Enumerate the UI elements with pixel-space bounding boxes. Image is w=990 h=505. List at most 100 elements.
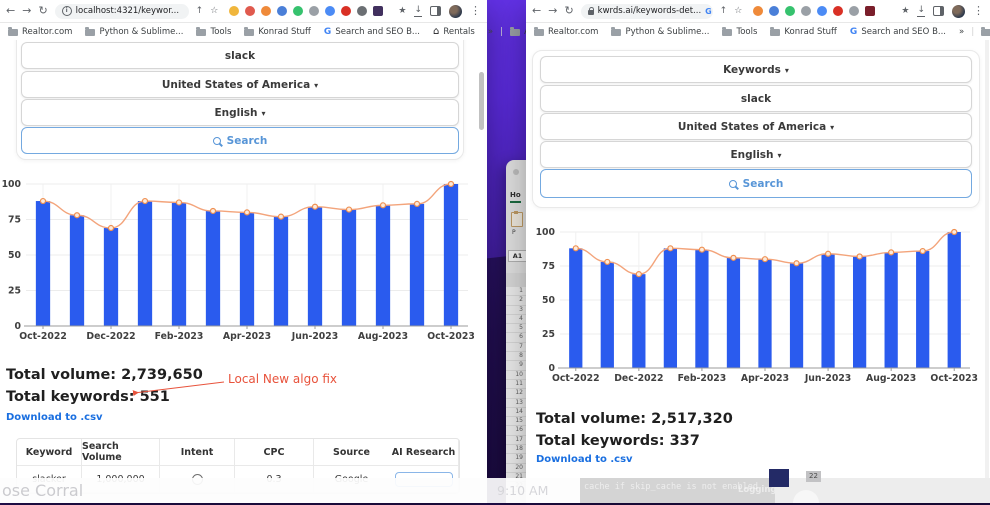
chart-marker[interactable] <box>856 253 863 260</box>
chart-marker[interactable] <box>635 271 642 278</box>
profile-avatar[interactable] <box>952 4 965 18</box>
excel-row-number[interactable]: 9 <box>506 361 530 371</box>
chart-marker[interactable] <box>698 246 706 253</box>
chart-marker[interactable] <box>604 258 611 266</box>
extension-icon[interactable] <box>293 6 304 16</box>
chart-bar[interactable] <box>884 252 898 368</box>
chart-bar[interactable] <box>569 248 583 368</box>
excel-row-number[interactable]: 5 <box>506 324 530 334</box>
keyword-input[interactable]: slack <box>21 42 459 69</box>
chart-bar[interactable] <box>239 212 255 326</box>
bookmark-item[interactable]: G ⌂ Search and SEO B... <box>850 27 946 37</box>
keywords-type-select[interactable]: Keywords ▾ <box>540 56 972 83</box>
chart-bar[interactable] <box>852 256 867 368</box>
back-icon[interactable]: ← <box>532 4 542 17</box>
address-bar[interactable]: localhost:4321/keywor... <box>54 3 189 19</box>
bookmark-item[interactable]: G ⌂ Realtor.com <box>8 26 72 37</box>
extension-icon[interactable] <box>753 6 764 16</box>
profile-avatar[interactable] <box>449 4 462 18</box>
extension-icon[interactable] <box>785 6 796 16</box>
excel-row-number[interactable]: 15 <box>506 417 530 427</box>
chart-marker[interactable] <box>761 256 769 263</box>
chart-marker[interactable] <box>447 180 455 188</box>
bookmark-star-icon[interactable]: ☆ <box>210 6 219 16</box>
extension-icon[interactable] <box>801 6 812 16</box>
chart-bar[interactable] <box>273 216 289 326</box>
excel-row-number[interactable]: 4 <box>506 315 530 325</box>
chart-bar[interactable] <box>409 203 425 326</box>
reload-icon[interactable]: ↻ <box>38 4 48 17</box>
excel-row-number[interactable]: 1 <box>506 287 530 297</box>
excel-row-number[interactable]: 3 <box>506 306 530 315</box>
extension-icon[interactable] <box>817 6 828 16</box>
extensions-pin-icon[interactable]: ★ <box>398 6 407 16</box>
excel-row-number[interactable]: 2 <box>506 296 530 306</box>
table-header-cell[interactable]: CPC <box>235 439 314 466</box>
chart-marker[interactable] <box>175 199 183 206</box>
chart-bar[interactable] <box>821 253 835 368</box>
bookmarks-overflow-chevron[interactable]: » <box>959 27 965 37</box>
chart-marker[interactable] <box>730 254 737 261</box>
forward-icon[interactable]: → <box>22 4 32 17</box>
chart-bar[interactable] <box>205 210 221 326</box>
excel-row-number[interactable]: 19 <box>506 454 530 464</box>
chart-marker[interactable] <box>572 245 579 252</box>
chart-bar[interactable] <box>307 206 323 326</box>
bookmark-item[interactable]: G ⌂ Python & Sublime... <box>611 26 709 37</box>
chart-bar[interactable] <box>789 263 804 368</box>
extension-icon[interactable] <box>833 6 844 16</box>
chart-bar[interactable] <box>443 184 459 326</box>
excel-row-number[interactable]: 16 <box>506 426 530 436</box>
chart-bar[interactable] <box>69 215 85 326</box>
back-icon[interactable]: ← <box>6 4 16 17</box>
extension-icon[interactable] <box>769 6 780 16</box>
chart-marker[interactable] <box>793 260 800 267</box>
side-panel-icon[interactable] <box>430 6 441 16</box>
side-panel-icon[interactable] <box>933 6 944 16</box>
chart-bar[interactable] <box>916 251 930 368</box>
chart-bar[interactable] <box>35 201 51 326</box>
chart-bar[interactable] <box>375 205 391 326</box>
share-icon[interactable]: ↑ <box>195 6 204 16</box>
extension-icon[interactable] <box>865 6 876 16</box>
chart-marker[interactable] <box>888 249 895 256</box>
excel-paste-clipboard-icon[interactable] <box>511 211 523 227</box>
chart-marker[interactable] <box>379 202 387 209</box>
keyword-input[interactable]: slack <box>540 85 972 112</box>
chart-marker[interactable] <box>413 200 421 207</box>
table-header-cell[interactable]: Intent <box>160 439 235 466</box>
chart-marker[interactable] <box>39 197 47 205</box>
download-csv-link[interactable]: Download to .csv <box>536 454 633 465</box>
chart-bar[interactable] <box>632 274 646 368</box>
excel-home-tab[interactable]: Ho <box>510 191 521 203</box>
extension-icon[interactable] <box>341 6 352 16</box>
chart-marker[interactable] <box>824 250 832 257</box>
extension-icon[interactable] <box>229 6 240 16</box>
lock-icon[interactable] <box>587 6 594 15</box>
share-icon[interactable]: ↑ <box>719 6 728 16</box>
excel-row-number[interactable]: 12 <box>506 389 530 399</box>
excel-traffic-light[interactable] <box>513 169 519 175</box>
chart-marker[interactable] <box>951 228 958 236</box>
forward-icon[interactable]: → <box>548 4 558 17</box>
excel-row-number[interactable]: 6 <box>506 333 530 343</box>
downloads-icon[interactable]: ↓ <box>917 4 925 17</box>
chart-bar[interactable] <box>663 248 678 368</box>
address-bar[interactable]: kwrds.ai/keywords-det... G <box>580 3 713 19</box>
chart-bar[interactable] <box>726 257 741 368</box>
reload-icon[interactable]: ↻ <box>564 4 574 17</box>
site-info-icon[interactable] <box>61 6 72 16</box>
download-csv-link[interactable]: Download to .csv <box>6 412 103 423</box>
country-select[interactable]: United States of America ▾ <box>540 113 972 140</box>
bookmark-item[interactable]: G ⌂ Realtor.com <box>534 26 598 37</box>
excel-row-number[interactable]: 13 <box>506 399 530 408</box>
chart-bar[interactable] <box>103 228 119 326</box>
chart-marker[interactable] <box>243 209 251 216</box>
chart-marker[interactable] <box>311 203 319 210</box>
excel-row-number[interactable]: 7 <box>506 343 530 353</box>
table-header-cell[interactable]: Source <box>314 439 389 466</box>
chart-marker[interactable] <box>209 207 217 215</box>
table-header-cell[interactable]: AI Research <box>389 439 459 466</box>
chart-bar[interactable] <box>137 201 153 326</box>
excel-row-number[interactable]: 11 <box>506 380 530 390</box>
